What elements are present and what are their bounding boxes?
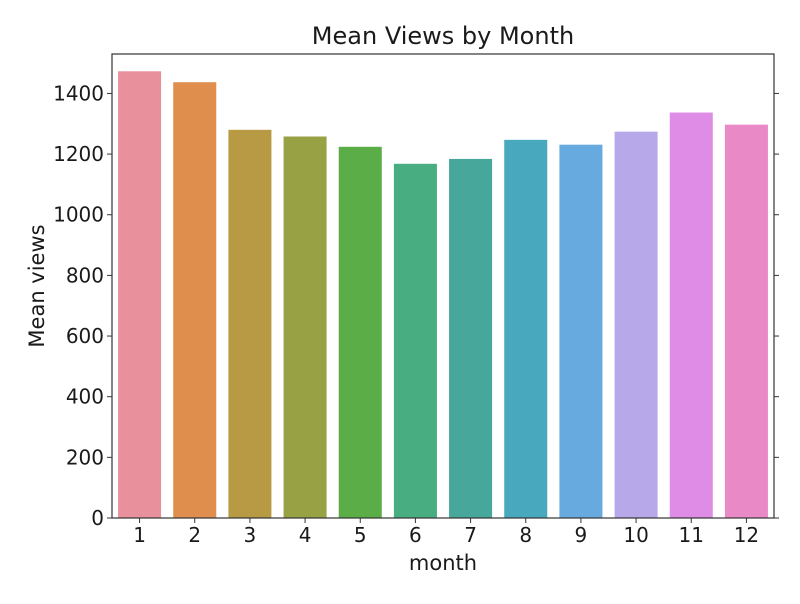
bar-month-3 (228, 129, 272, 518)
bar-month-12 (724, 124, 768, 518)
bar-month-6 (393, 163, 437, 518)
bar-month-1 (118, 71, 162, 518)
x-tick-label: 11 (679, 523, 704, 547)
y-tick-label: 200 (66, 445, 104, 469)
x-tick-label: 5 (354, 523, 367, 547)
y-tick-label: 400 (66, 385, 104, 409)
bar-month-10 (614, 131, 658, 518)
x-tick-label: 6 (409, 523, 422, 547)
x-tick-label: 7 (464, 523, 477, 547)
bar-month-4 (283, 136, 327, 519)
x-tick-label: 3 (244, 523, 257, 547)
bar-month-7 (449, 158, 493, 518)
x-tick-label: 10 (623, 523, 648, 547)
bar-month-5 (338, 146, 382, 519)
x-tick-label: 1 (133, 523, 146, 547)
y-tick-label: 1400 (53, 81, 104, 105)
bar-month-9 (559, 144, 603, 518)
y-tick-label: 600 (66, 324, 104, 348)
x-axis-label: month (409, 551, 477, 575)
x-tick-label: 9 (575, 523, 588, 547)
chart-title: Mean Views by Month (312, 22, 574, 50)
x-tick-label: 8 (519, 523, 532, 547)
y-tick-label: 800 (66, 263, 104, 287)
x-tick-label: 12 (734, 523, 759, 547)
bar-month-11 (669, 112, 713, 518)
y-tick-label: 1000 (53, 203, 104, 227)
bar-month-8 (504, 139, 548, 518)
x-tick-label: 4 (299, 523, 312, 547)
y-axis-label: Mean views (25, 224, 49, 347)
y-tick-label: 0 (91, 506, 104, 530)
bars-layer (118, 71, 768, 519)
y-tick-label: 1200 (53, 142, 104, 166)
bar-month-2 (173, 82, 217, 518)
plot-frame (111, 53, 775, 519)
x-tick-label: 2 (188, 523, 201, 547)
